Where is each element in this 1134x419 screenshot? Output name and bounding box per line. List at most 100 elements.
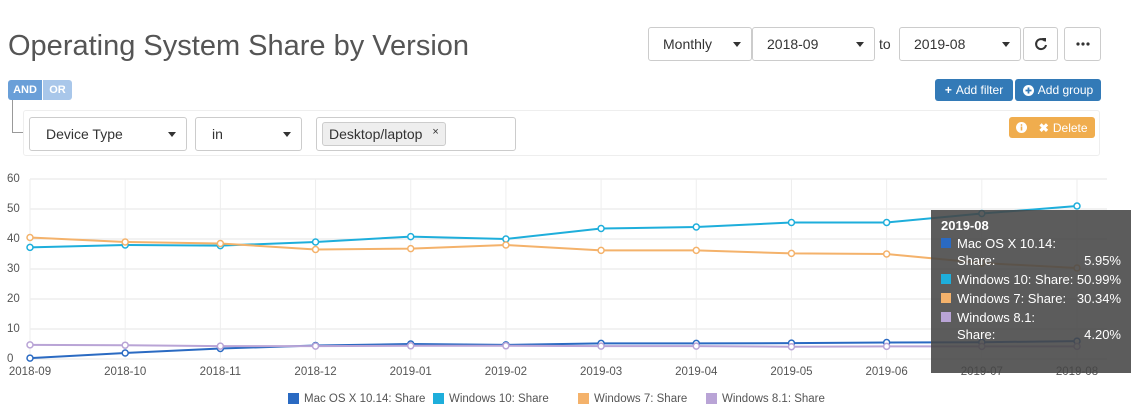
operator-text: in	[212, 126, 223, 142]
refresh-button[interactable]	[1023, 27, 1058, 61]
series-line	[29, 340, 1078, 360]
data-point	[121, 238, 129, 246]
x-tick-label: 2019-04	[675, 366, 718, 378]
tooltip-row: Mac OS X 10.14: Share: 5.95%	[941, 235, 1121, 269]
remove-tag[interactable]: ×	[432, 126, 439, 138]
data-point	[882, 218, 891, 227]
data-point	[311, 245, 320, 254]
data-point	[216, 239, 225, 248]
legend-swatch	[578, 393, 589, 404]
x-tick-label: 2018-12	[294, 366, 336, 378]
data-point	[26, 341, 34, 349]
data-point	[787, 249, 796, 258]
tooltip-value: 30.34%	[1076, 291, 1121, 306]
tooltip: 2019-08 Mac OS X 10.14: Share: 5.95% Windo…	[931, 210, 1131, 373]
add-filter-button[interactable]: + Add filter	[935, 79, 1013, 101]
x-icon: ✖	[1038, 120, 1049, 135]
tooltip-value: 50.99%	[1076, 272, 1121, 287]
to-text: 2019-08	[914, 36, 966, 52]
legend-swatch	[288, 393, 299, 404]
or-button[interactable]: OR	[43, 80, 72, 100]
data-point	[121, 349, 129, 357]
delete-text: Delete	[1052, 120, 1088, 135]
field-text: Device Type	[46, 126, 123, 142]
refresh-icon	[1034, 38, 1047, 51]
data-point	[692, 246, 701, 255]
series-line	[29, 205, 1078, 249]
y-tick-label: 60	[7, 173, 20, 185]
legend-label: Windows 10: Share	[449, 393, 549, 405]
delete-button[interactable]: ✖ Delete	[1009, 117, 1095, 138]
x-tick-label: 2019-06	[866, 366, 908, 378]
tooltip-row: Windows 7: Share: 30.34%	[941, 290, 1121, 307]
x-tick-label: 2019-03	[580, 366, 622, 378]
info-icon	[1016, 122, 1028, 133]
y-tick-label: 0	[7, 353, 13, 365]
tooltip-swatch	[941, 274, 951, 284]
tooltip-label: Windows 8.1: Share:	[957, 310, 1036, 342]
to-select[interactable]: 2019-08	[899, 27, 1021, 61]
data-point	[26, 243, 34, 252]
data-point	[597, 246, 605, 255]
tooltip-label: Windows 7: Share:	[957, 291, 1067, 306]
legend-label: Windows 7: Share	[594, 393, 687, 405]
or-text: OR	[49, 84, 66, 96]
y-tick-label: 10	[7, 323, 20, 335]
data-point	[502, 235, 510, 243]
data-point	[121, 341, 129, 349]
x-tick-label: 2019-05	[770, 366, 812, 378]
to-label: to	[879, 36, 891, 52]
data-point	[311, 238, 320, 246]
tooltip-title: 2019-08	[941, 218, 989, 233]
legend-swatch	[433, 393, 444, 404]
data-point	[1073, 202, 1081, 210]
interval-select[interactable]: Monthly	[648, 27, 752, 61]
operator-select[interactable]: in	[195, 117, 302, 151]
data-point	[882, 342, 891, 351]
field-select[interactable]: Device Type	[29, 117, 187, 151]
plus-circle-icon	[1022, 84, 1034, 96]
from-select[interactable]: 2018-09	[752, 27, 875, 61]
data-point	[787, 218, 796, 227]
interval-text: Monthly	[663, 36, 713, 52]
tooltip-value: 4.20%	[1084, 327, 1121, 342]
tooltip-label: Mac OS X 10.14: Share:	[957, 236, 1056, 268]
x-tick-label: 2019-01	[390, 366, 432, 378]
legend-swatch	[706, 393, 717, 404]
y-tick-label: 30	[7, 263, 20, 275]
x-tick-label: 2018-10	[104, 366, 146, 378]
from-text: 2018-09	[767, 36, 819, 52]
data-point	[311, 342, 320, 350]
tooltip-rows: Mac OS X 10.14: Share: 5.95% Windows 10: S…	[941, 235, 1121, 343]
tooltip-row: Windows 10: Share: 50.99%	[941, 271, 1121, 288]
data-point	[406, 342, 415, 350]
data-point	[597, 342, 605, 350]
tooltip-swatch	[941, 238, 951, 248]
filter-row	[23, 110, 1100, 156]
more-button[interactable]	[1064, 27, 1101, 61]
and-text: AND	[13, 84, 37, 96]
y-tick-label: 20	[7, 293, 20, 305]
data-point	[216, 342, 225, 350]
legend-label: Windows 8.1: Share	[722, 393, 825, 405]
data-point	[787, 342, 796, 351]
more-icon	[1075, 42, 1090, 46]
add-group-button[interactable]: Add group	[1015, 79, 1101, 101]
data-point	[597, 224, 605, 233]
page-title: Operating System Share by Version	[8, 30, 470, 62]
data-point	[406, 244, 415, 253]
value-tag: Desktop/laptop ×	[322, 122, 446, 146]
x-tick-label: 2018-09	[9, 366, 51, 378]
legend-label: Mac OS X 10.14: Share	[304, 393, 425, 405]
value-input[interactable]: Desktop/laptop ×	[316, 117, 516, 151]
tooltip-row: Windows 8.1: Share: 4.20%	[941, 309, 1121, 343]
y-tick-label: 50	[7, 203, 20, 215]
add-group-text: Add group	[1037, 83, 1094, 97]
data-point	[26, 354, 34, 362]
and-button[interactable]: AND	[8, 80, 42, 100]
y-tick-label: 40	[7, 233, 20, 245]
tooltip-label: Windows 10: Share:	[957, 272, 1074, 287]
value-text: Desktop/laptop	[329, 126, 423, 142]
tooltip-swatch	[941, 293, 951, 303]
